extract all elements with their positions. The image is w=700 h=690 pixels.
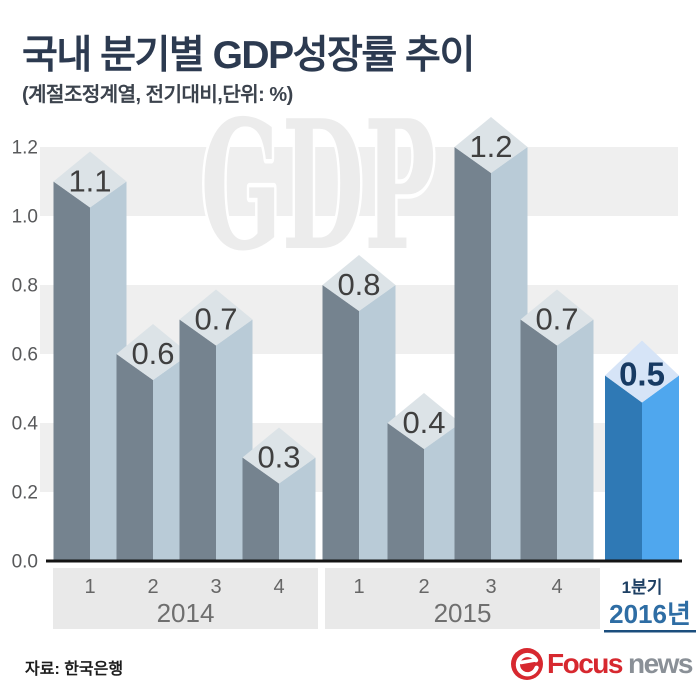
bar-2014-q4-face-left xyxy=(242,457,279,561)
bar-2014-q1-face-top xyxy=(53,151,127,208)
y-tick-label: 0.8 xyxy=(12,276,38,297)
y-tick-label: 0.2 xyxy=(12,483,38,504)
value-label: 1.1 xyxy=(68,164,111,199)
year-underline xyxy=(604,630,696,633)
bar-2014-q2-face-left xyxy=(116,354,153,561)
focusnews-logo: Focus news xyxy=(511,648,694,680)
value-label: 0.7 xyxy=(535,302,578,337)
value-label: 0.4 xyxy=(402,405,445,440)
logo-text-focus: Focus xyxy=(547,648,623,679)
quarter-label: 1분기 xyxy=(622,578,663,597)
bar-2016-q1-face-left xyxy=(605,375,642,561)
bar-2015-q2-face-right xyxy=(424,423,461,561)
page-subtitle: (계절조정계열, 전기대비,단위: %) xyxy=(22,84,293,106)
gdp-watermark: GDP xyxy=(201,81,436,290)
focusnews-swirl-icon xyxy=(511,648,543,680)
bar-2015-q2-face-left xyxy=(387,423,424,561)
year-label: 2014 xyxy=(157,598,215,628)
y-tick-label: 0.4 xyxy=(12,414,39,435)
quarter-label: 1 xyxy=(353,576,364,598)
y-tick-label: 0.6 xyxy=(12,345,38,366)
bar-2014-q3-face-top xyxy=(179,289,253,346)
value-label: 0.5 xyxy=(619,356,665,393)
bar-2015-q4-face-top xyxy=(520,289,594,346)
bar-2014-q4-face-right xyxy=(279,457,316,561)
value-label: 0.8 xyxy=(337,267,380,302)
bar-2016-q1-face-right xyxy=(642,375,679,561)
source-note: 자료: 한국은행 xyxy=(25,661,124,678)
bar-2014-q2-face-top xyxy=(116,324,190,380)
gridline-band-0 xyxy=(40,147,678,216)
bar-2015-q1-face-left xyxy=(322,285,359,561)
quarter-label: 2 xyxy=(147,576,158,598)
bar-2015-q3-face-right xyxy=(491,147,528,561)
value-label: 1.2 xyxy=(469,129,512,164)
bar-2016-q1-face-top xyxy=(605,340,679,403)
value-label: 0.3 xyxy=(257,440,300,475)
bar-2014-q1-face-left xyxy=(53,181,90,561)
quarter-label: 3 xyxy=(485,576,496,598)
bar-2014-q3-face-left xyxy=(179,319,216,561)
bar-2014-q4-face-top xyxy=(242,427,316,484)
quarter-label: 3 xyxy=(210,576,221,598)
bar-2015-q3-face-left xyxy=(454,147,491,561)
bar-2015-q4-face-right xyxy=(557,319,594,561)
year-label-highlight: 2016년 xyxy=(609,599,691,629)
bar-2015-q2-face-top xyxy=(387,393,461,449)
bar-2015-q4-face-left xyxy=(520,319,557,561)
year-label: 2015 xyxy=(434,598,492,628)
logo-text-news: news xyxy=(627,648,694,679)
y-tick-label: 1.0 xyxy=(12,207,38,228)
quarter-label: 4 xyxy=(551,576,562,598)
quarter-label: 2 xyxy=(418,576,429,598)
bar-2015-q1-face-right xyxy=(359,285,396,561)
quarter-label: 1 xyxy=(84,576,95,598)
x-axis-band-0 xyxy=(53,568,318,629)
bar-2015-q3-face-top xyxy=(454,117,528,173)
page-title: 국내 분기별 GDP성장률 추이 xyxy=(22,34,475,77)
x-axis-line xyxy=(46,559,682,563)
value-label: 0.7 xyxy=(194,302,237,337)
bar-2015-q1-face-top xyxy=(322,255,396,311)
x-axis-band-1 xyxy=(325,568,600,629)
quarter-label: 4 xyxy=(273,576,284,598)
value-label: 0.6 xyxy=(131,336,174,371)
y-tick-label: 1.2 xyxy=(12,138,38,159)
y-tick-label: 0.0 xyxy=(12,552,38,573)
